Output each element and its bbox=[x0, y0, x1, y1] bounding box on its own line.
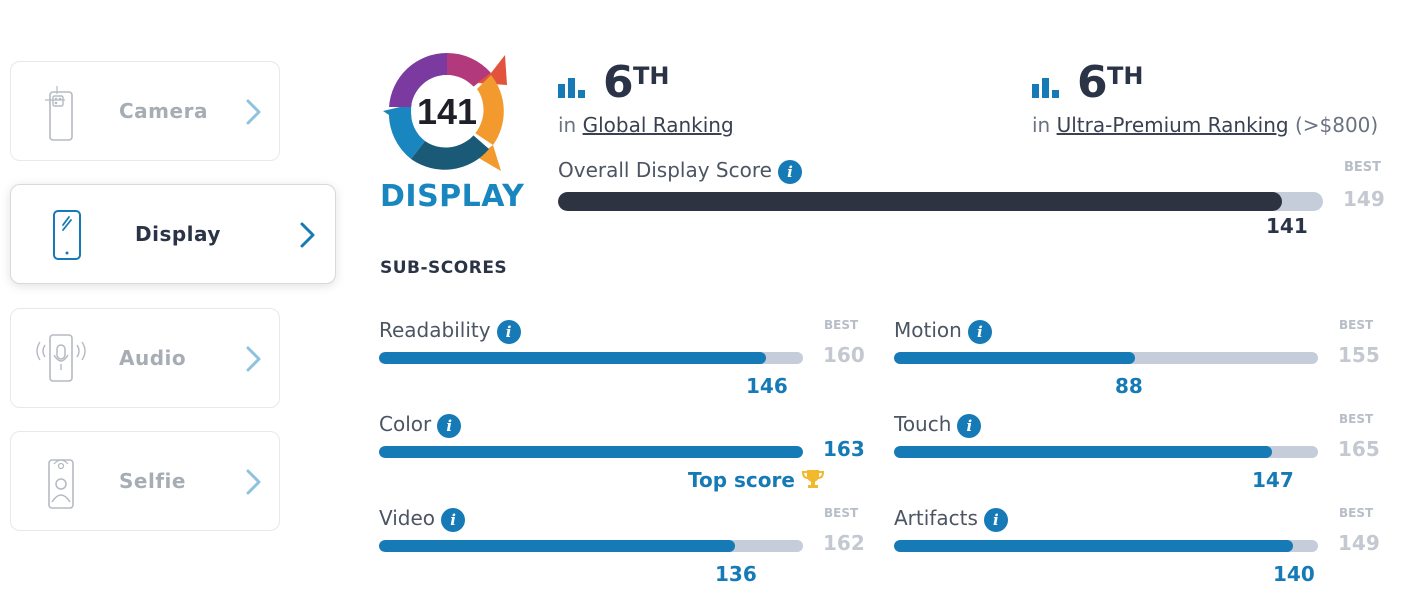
sub-score-motion: Motion i BEST 155 88 bbox=[894, 318, 1384, 408]
best-value: 165 bbox=[1338, 437, 1380, 461]
bar-chart-icon bbox=[558, 78, 585, 98]
sub-score-bar bbox=[379, 352, 803, 364]
bar-chart-icon bbox=[1032, 78, 1059, 98]
best-value: 160 bbox=[823, 343, 865, 367]
overall-score-fill bbox=[558, 192, 1282, 211]
display-score-badge: 141 bbox=[383, 52, 507, 171]
tab-camera[interactable]: Camera bbox=[10, 61, 280, 161]
sub-score-title: Color i bbox=[379, 412, 462, 438]
rank-caption: in Global Ranking bbox=[558, 113, 734, 137]
chevron-right-icon bbox=[246, 346, 261, 372]
info-icon[interactable]: i bbox=[777, 159, 802, 184]
tab-label: Audio bbox=[119, 346, 187, 370]
sub-score-bar bbox=[894, 540, 1318, 552]
best-value: 149 bbox=[1338, 531, 1380, 555]
sub-score-value: 136 bbox=[715, 562, 757, 586]
overall-score-bar bbox=[558, 192, 1323, 211]
sub-score-title: Readability i bbox=[379, 318, 521, 344]
trophy-icon bbox=[801, 470, 824, 488]
overall-score-title: Overall Display Score i bbox=[558, 158, 802, 184]
sub-score-fill bbox=[894, 446, 1272, 458]
best-label: BEST bbox=[1339, 318, 1374, 332]
chevron-right-icon bbox=[246, 99, 261, 125]
sub-score-fill bbox=[894, 540, 1293, 552]
best-value: 149 bbox=[1343, 187, 1385, 211]
sub-score-readability: Readability i BEST 160 146 bbox=[379, 318, 869, 408]
tab-selfie[interactable]: Selfie bbox=[10, 431, 280, 531]
info-icon[interactable]: i bbox=[967, 319, 992, 344]
sub-score-fill bbox=[379, 352, 766, 364]
info-icon[interactable]: i bbox=[496, 319, 521, 344]
sub-score-value: 147 bbox=[1252, 468, 1294, 492]
info-icon[interactable]: i bbox=[983, 507, 1008, 532]
sub-score-title: Touch i bbox=[894, 412, 982, 438]
best-label: BEST bbox=[1339, 412, 1374, 426]
sub-score-bar bbox=[379, 446, 803, 458]
sub-score-touch: Touch i BEST 165 147 bbox=[894, 412, 1384, 502]
selfie-phone-icon bbox=[48, 459, 74, 509]
category-label: DISPLAY bbox=[380, 179, 525, 214]
display-phone-icon bbox=[53, 210, 81, 260]
best-label: BEST bbox=[824, 506, 859, 520]
best-value: 162 bbox=[823, 531, 865, 555]
sub-score-bar bbox=[894, 352, 1318, 364]
tab-label: Camera bbox=[119, 99, 208, 123]
sub-score-value: 163 bbox=[823, 437, 865, 461]
audio-phone-icon bbox=[36, 334, 86, 382]
sub-score-title: Video i bbox=[379, 506, 466, 532]
camera-phone-icon bbox=[45, 86, 73, 141]
sub-score-bar bbox=[379, 540, 803, 552]
rank-suffix: TH bbox=[633, 62, 670, 90]
sub-score-value: 140 bbox=[1273, 562, 1315, 586]
rank-suffix: TH bbox=[1107, 62, 1144, 90]
info-icon[interactable]: i bbox=[437, 413, 462, 438]
chevron-right-icon bbox=[300, 222, 315, 248]
sub-score-artifacts: Artifacts i BEST 149 140 bbox=[894, 506, 1384, 596]
sub-score-bar bbox=[894, 446, 1318, 458]
tab-label: Selfie bbox=[119, 469, 186, 493]
rank-number: 6 bbox=[603, 57, 634, 108]
sub-scores-heading: SUB-SCORES bbox=[380, 258, 508, 278]
rank-caption: in Ultra-Premium Ranking (>$800) bbox=[1032, 113, 1379, 137]
sub-score-title: Artifacts i bbox=[894, 506, 1008, 532]
info-icon[interactable]: i bbox=[441, 507, 466, 532]
chevron-right-icon bbox=[246, 469, 261, 495]
sub-score-fill bbox=[894, 352, 1135, 364]
best-value: 155 bbox=[1338, 343, 1380, 367]
overall-score-value: 141 bbox=[1266, 214, 1308, 238]
best-label: BEST bbox=[824, 318, 859, 332]
sub-score-fill bbox=[379, 540, 735, 552]
best-label: BEST bbox=[1344, 160, 1382, 175]
ultra-premium-ranking-link[interactable]: Ultra-Premium Ranking bbox=[1056, 113, 1289, 137]
tab-display[interactable]: Display bbox=[10, 184, 336, 284]
svg-text:141: 141 bbox=[417, 91, 477, 132]
sub-score-value: 146 bbox=[746, 374, 788, 398]
tab-audio[interactable]: Audio bbox=[10, 308, 280, 408]
sub-score-title: Motion i bbox=[894, 318, 992, 344]
info-icon[interactable]: i bbox=[957, 413, 982, 438]
price-range: (>$800) bbox=[1294, 113, 1379, 137]
sub-score-color: Color i 163 Top score bbox=[379, 412, 869, 502]
rank-number: 6 bbox=[1077, 57, 1108, 108]
best-label: BEST bbox=[1339, 506, 1374, 520]
sub-score-value: 88 bbox=[1115, 374, 1143, 398]
tab-label: Display bbox=[135, 222, 221, 246]
global-ranking-link[interactable]: Global Ranking bbox=[582, 113, 734, 137]
sub-score-video: Video i BEST 162 136 bbox=[379, 506, 869, 596]
top-score-note: Top score bbox=[688, 468, 824, 492]
sub-score-fill bbox=[379, 446, 803, 458]
